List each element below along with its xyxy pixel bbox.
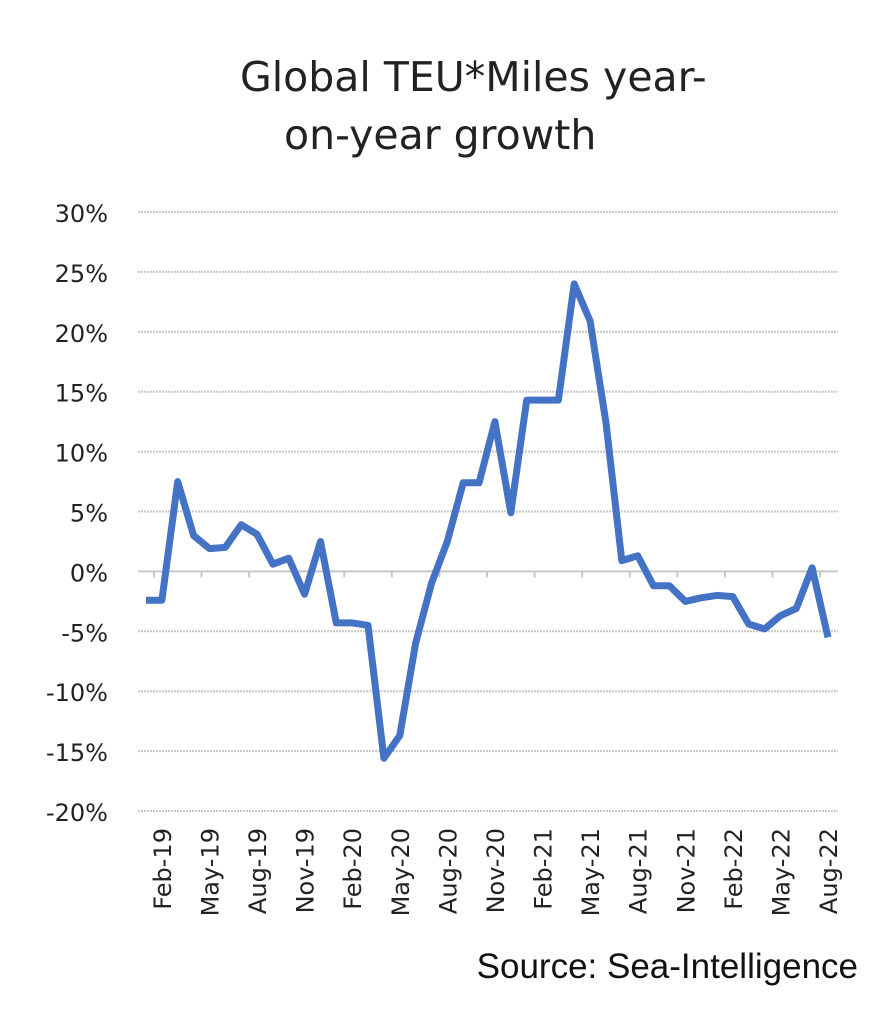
y-tick-label: 5%	[70, 500, 108, 528]
y-tick-label: -10%	[46, 679, 108, 707]
chart-title: Global TEU*Miles year- on-year growth	[240, 48, 800, 164]
y-tick-label: 0%	[70, 559, 108, 587]
y-tick-label: 30%	[55, 200, 108, 228]
y-tick-label: 20%	[55, 320, 108, 348]
x-tick-label: Feb-20	[339, 828, 367, 910]
gridlines	[138, 211, 838, 812]
x-tick-label: Aug-22	[815, 828, 843, 914]
x-tick-label: Feb-22	[720, 828, 748, 910]
x-tick-label: Aug-19	[244, 828, 272, 914]
y-tick-label: 25%	[55, 260, 108, 288]
chart-title-line-2: on-year growth	[284, 111, 597, 159]
x-tick-label: Nov-21	[672, 828, 700, 913]
x-tick-labels: Feb-19 May-19 Aug-19 Nov-19 Feb-20 May-20 Aug-…	[149, 828, 843, 916]
series-layer	[145, 280, 832, 762]
source-note: Source: Sea-Intelligence	[476, 947, 858, 986]
y-tick-label: -20%	[46, 799, 108, 827]
x-tick-label: Nov-19	[292, 828, 320, 913]
series-line	[146, 280, 832, 762]
x-tick-label: Feb-19	[149, 828, 177, 910]
x-tick-label: Feb-21	[530, 828, 558, 910]
y-tick-label: -5%	[61, 619, 108, 647]
y-tick-labels: 30% 25% 20% 15% 10% 5% 0% -5% -10% -15% -20%	[46, 200, 108, 827]
x-tick-label: Aug-21	[625, 828, 653, 914]
x-tick-label: Aug-20	[434, 828, 462, 914]
x-tick-label: May-20	[387, 828, 415, 916]
y-tick-label: -15%	[46, 739, 108, 767]
x-tick-label: May-21	[577, 828, 605, 916]
x-axis	[138, 570, 838, 578]
x-tick-label: Nov-20	[482, 828, 510, 913]
y-tick-label: 10%	[55, 440, 108, 468]
y-tick-label: 15%	[55, 380, 108, 408]
x-tick-label: May-22	[767, 828, 795, 916]
x-tick-label: May-19	[196, 828, 224, 916]
chart-title-line-1: Global TEU*Miles year-	[240, 53, 707, 101]
